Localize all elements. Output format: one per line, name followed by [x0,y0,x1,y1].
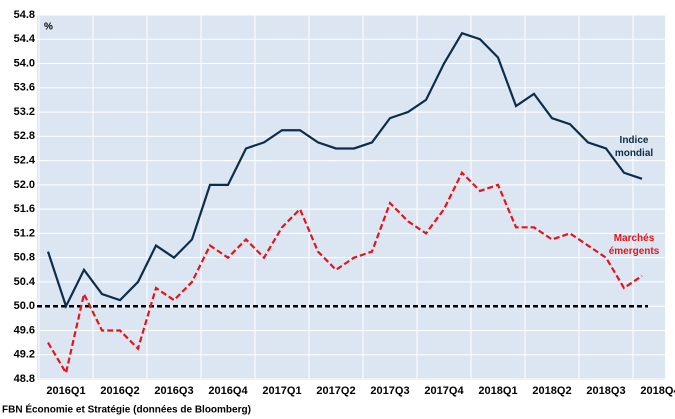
y-tick-label: 50.4 [14,276,36,288]
y-tick-label: 54.0 [14,57,35,69]
x-tick-label: 2017Q3 [370,385,409,397]
x-tick-label: 2016Q3 [154,385,193,397]
y-tick-label: 53.6 [14,82,35,94]
x-tick-label: 2016Q4 [208,385,248,397]
y-tick-label: 49.6 [14,324,35,336]
x-tick-label: 2018Q4 [640,385,675,397]
y-tick-label: 50.8 [14,252,35,264]
x-tick-label: 2018Q2 [532,385,571,397]
x-tick-label: 2017Q1 [262,385,301,397]
series-label: Indice mondial [614,135,654,159]
y-tick-label: 52.4 [14,155,36,167]
y-tick-label: 52.8 [14,130,35,142]
unit-label: % [44,22,53,33]
plot-area [37,15,665,380]
source: FBN Économie et Stratégie (données de Bl… [2,403,251,416]
y-tick-label: 52.0 [14,179,35,191]
x-tick-label: 2018Q1 [478,385,517,397]
y-tick-label: 48.8 [14,373,35,385]
series-label: Marchés émergents [608,233,660,257]
y-tick-label: 51.6 [14,203,35,215]
y-tick-label: 51.2 [14,227,35,239]
x-tick-label: 2016Q2 [100,385,139,397]
y-tick-label: 50.0 [14,300,35,312]
y-tick-label: 49.2 [14,349,35,361]
x-tick-label: 2017Q4 [424,385,464,397]
series-line [46,31,643,310]
y-tick-label: 54.8 [14,9,35,21]
y-tick-label: 54.4 [14,33,36,45]
y-tick-label: 53.2 [14,106,35,118]
series-line [47,170,643,376]
x-tick-label: 2017Q2 [316,385,355,397]
x-tick-label: 2018Q3 [586,385,625,397]
x-tick-label: 2016Q1 [46,385,85,397]
